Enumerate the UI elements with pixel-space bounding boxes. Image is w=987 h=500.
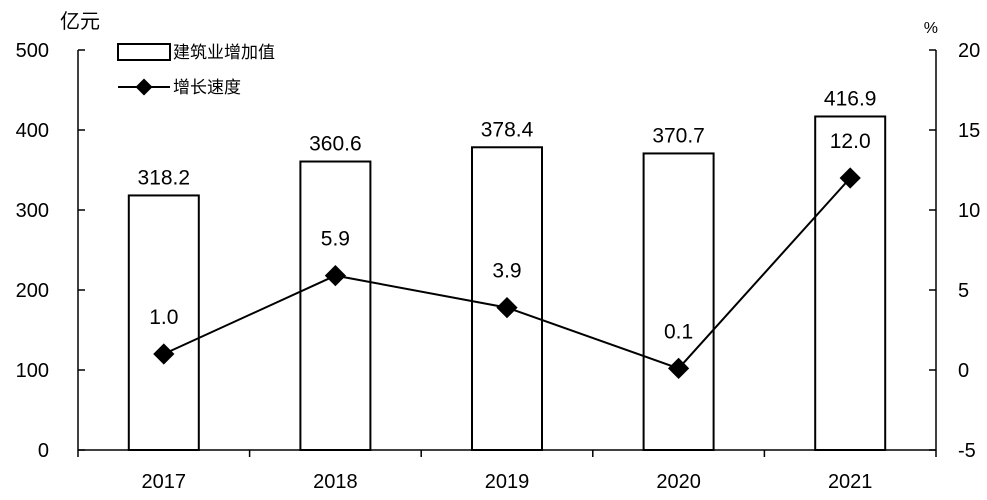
left-tick-label: 100 [16, 360, 49, 382]
x-axis-ticks: 2017 2018 2019 2020 2021 [77, 450, 937, 493]
bar [127, 194, 200, 451]
left-axis-unit: 亿元 [60, 10, 100, 33]
legend-bar-label: 建筑业增加值 [173, 43, 275, 62]
bar [814, 115, 887, 451]
left-tick-label: 400 [16, 120, 49, 142]
left-tick-label: 200 [16, 280, 49, 302]
bar-data-label: 416.9 [824, 87, 877, 110]
line-data-label: 0.1 [664, 320, 693, 343]
x-tick-label: 2017 [142, 471, 187, 493]
right-axis-ticks: -5 0 5 10 15 20 [929, 40, 980, 462]
right-tick-label: -5 [958, 440, 976, 462]
bar [642, 152, 715, 451]
legend: 建筑业增加值 增长速度 [117, 43, 275, 97]
line-data-label: 3.9 [492, 260, 521, 283]
right-tick-label: 10 [958, 200, 980, 222]
bar [299, 160, 372, 452]
legend-line-marker [135, 78, 153, 96]
right-tick-label: 0 [958, 360, 969, 382]
bar-data-label: 378.4 [481, 118, 534, 141]
line-marker [667, 357, 690, 380]
left-tick-label: 300 [16, 200, 49, 222]
left-tick-label: 500 [16, 40, 49, 62]
legend-line-label: 增长速度 [173, 78, 241, 97]
bar-series: 318.2 360.6 378.4 370.7 416.9 [127, 87, 887, 452]
bar-data-label: 370.7 [652, 124, 705, 147]
right-tick-label: 5 [958, 280, 969, 302]
x-tick-label: 2019 [485, 471, 530, 493]
right-tick-label: 15 [958, 120, 980, 142]
line-marker [839, 167, 861, 189]
right-axis-unit: % [924, 20, 938, 37]
x-tick-label: 2020 [656, 471, 701, 493]
line-data-label: 5.9 [321, 228, 350, 251]
bar-data-label: 360.6 [309, 133, 362, 156]
line-data-label: 1.0 [149, 306, 178, 329]
left-tick-label: 0 [38, 440, 49, 462]
line-data-label: 12.0 [830, 130, 871, 153]
x-tick-label: 2018 [313, 471, 358, 493]
left-axis-ticks: 0 100 200 300 400 500 [16, 40, 85, 462]
right-tick-label: 20 [958, 40, 980, 62]
x-tick-label: 2021 [828, 471, 873, 493]
bar-data-label: 318.2 [138, 166, 191, 189]
legend-bar-swatch [117, 43, 171, 61]
